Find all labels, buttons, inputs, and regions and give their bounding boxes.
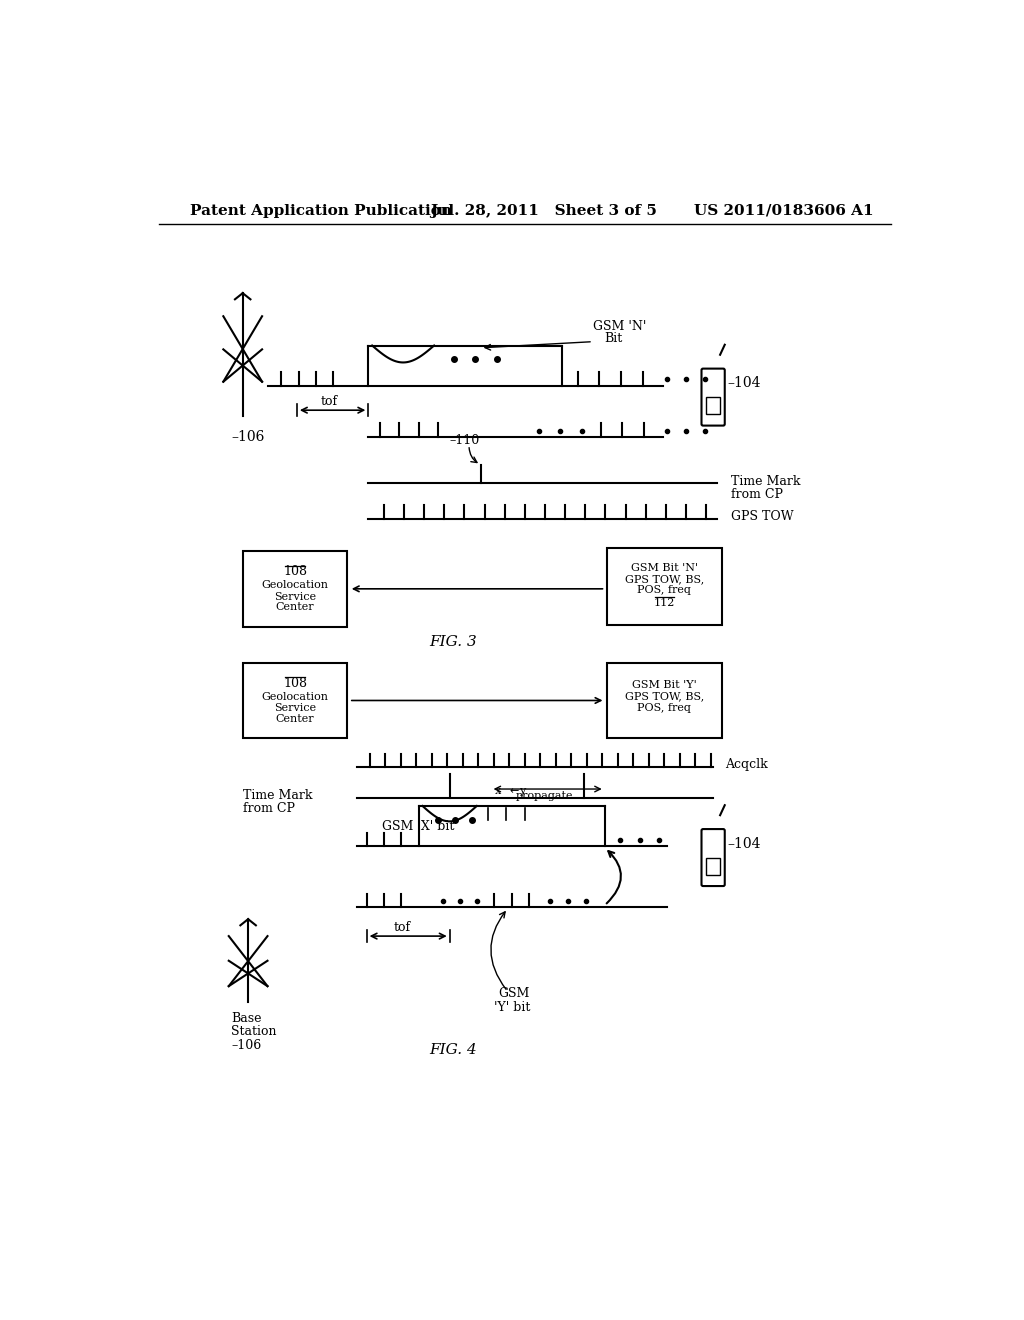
Text: GSM 'X' bit: GSM 'X' bit	[382, 820, 455, 833]
Text: 'Y' bit: 'Y' bit	[494, 1001, 530, 1014]
Text: Time Mark: Time Mark	[243, 788, 312, 801]
Text: ←: ←	[509, 787, 519, 796]
Text: Geolocation: Geolocation	[261, 692, 329, 702]
Text: –106: –106	[231, 430, 264, 445]
Text: from CP: from CP	[731, 487, 783, 500]
Bar	[243, 552, 347, 627]
Text: Time Mark: Time Mark	[731, 474, 801, 487]
Text: GSM Bit 'N': GSM Bit 'N'	[631, 564, 698, 573]
Bar	[607, 548, 722, 626]
Text: –110: –110	[450, 434, 480, 446]
Text: Acqclk: Acqclk	[725, 758, 768, 771]
Text: GPS TOW, BS,: GPS TOW, BS,	[625, 574, 703, 583]
Bar	[243, 663, 347, 738]
Text: GPS TOW, BS,: GPS TOW, BS,	[625, 692, 703, 702]
Text: –104: –104	[727, 376, 761, 391]
Text: tof: tof	[394, 921, 411, 933]
Text: 112: 112	[653, 598, 675, 609]
Text: Patent Application Publication: Patent Application Publication	[190, 203, 452, 218]
FancyBboxPatch shape	[701, 368, 725, 425]
Text: propagate: propagate	[515, 792, 573, 801]
Text: Center: Center	[275, 714, 314, 723]
Text: 108: 108	[283, 677, 307, 690]
Text: GSM Bit 'Y': GSM Bit 'Y'	[632, 680, 696, 690]
FancyBboxPatch shape	[701, 829, 725, 886]
Text: POS, freq: POS, freq	[637, 704, 691, 713]
Text: 108: 108	[283, 565, 307, 578]
Text: tof: tof	[321, 395, 337, 408]
Text: Bit: Bit	[604, 333, 623, 345]
Text: Base: Base	[231, 1011, 261, 1024]
Text: Geolocation: Geolocation	[261, 579, 329, 590]
Text: US 2011/0183606 A1: US 2011/0183606 A1	[693, 203, 873, 218]
Text: FIG. 4: FIG. 4	[430, 1043, 477, 1057]
Text: Station: Station	[231, 1026, 276, 1039]
Text: Center: Center	[275, 602, 314, 612]
Text: Jul. 28, 2011   Sheet 3 of 5: Jul. 28, 2011 Sheet 3 of 5	[430, 203, 657, 218]
Bar	[607, 663, 722, 738]
Text: x: x	[495, 787, 501, 796]
Text: GPS TOW: GPS TOW	[731, 510, 794, 523]
Text: POS, freq: POS, freq	[637, 585, 691, 595]
Text: –104: –104	[727, 837, 761, 850]
Text: FIG. 3: FIG. 3	[430, 635, 477, 649]
Text: from CP: from CP	[243, 801, 295, 814]
Text: Service: Service	[274, 591, 316, 602]
Text: –106: –106	[231, 1039, 261, 1052]
Bar	[707, 397, 720, 414]
Bar	[707, 858, 720, 875]
Text: GSM 'N': GSM 'N'	[593, 319, 646, 333]
Text: GSM: GSM	[499, 987, 529, 1001]
Text: Service: Service	[274, 704, 316, 713]
Text: y: y	[519, 787, 525, 796]
